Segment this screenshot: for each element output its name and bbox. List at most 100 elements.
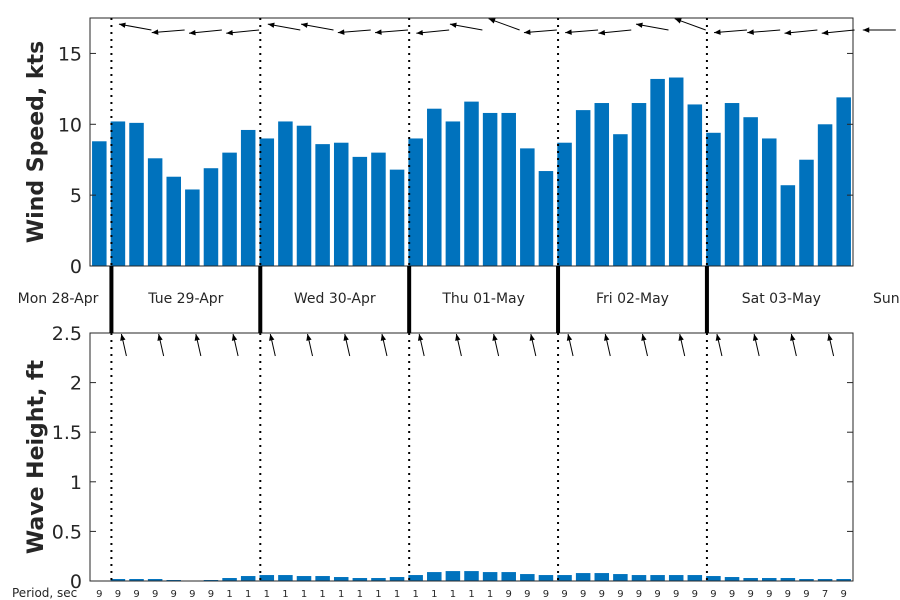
wave-bar xyxy=(501,572,516,581)
wave-ytick-label: 0.5 xyxy=(52,521,82,543)
wind-direction-arrow xyxy=(188,29,222,36)
arrow-head xyxy=(269,334,275,341)
wind-direction-arrow xyxy=(118,22,152,31)
wind-direction-arrow xyxy=(449,22,483,31)
wind-direction-arrow xyxy=(300,22,334,31)
wave-ytick-label: 0 xyxy=(70,571,82,593)
wave-bar xyxy=(687,575,703,581)
wave-bar xyxy=(482,572,498,581)
period-value: 1 xyxy=(319,589,325,600)
wave-bar xyxy=(110,579,126,581)
wave-bar xyxy=(538,575,554,581)
wind-bar xyxy=(613,134,628,266)
wave-bar xyxy=(278,575,293,581)
day-label: Mon 28-Apr xyxy=(18,291,99,307)
arrow-head xyxy=(604,334,610,341)
period-value: 1 xyxy=(375,589,381,600)
wave-direction-arrow xyxy=(641,333,648,357)
arrow-head xyxy=(641,334,647,341)
wind-bar xyxy=(538,171,554,266)
arrow-head xyxy=(821,29,829,36)
arrow-head xyxy=(417,334,424,341)
wave-bar xyxy=(296,576,312,581)
arrow-head xyxy=(455,334,461,341)
wave-ytick-label: 1 xyxy=(70,472,82,494)
wind-bar xyxy=(408,138,423,266)
period-value: 9 xyxy=(636,589,642,600)
wave-direction-arrow xyxy=(604,333,611,357)
wind-direction-arrow xyxy=(151,29,185,35)
wind-bar xyxy=(296,125,312,267)
wind-bar xyxy=(427,108,442,266)
day-label: Sun xyxy=(873,291,900,307)
wave-bar xyxy=(780,578,796,581)
period-value: 9 xyxy=(133,589,139,600)
period-value: 1 xyxy=(301,589,307,600)
period-value: 7 xyxy=(822,589,828,600)
arrow-head xyxy=(416,29,424,36)
wave-bar xyxy=(240,576,256,581)
wind-bar xyxy=(575,110,591,266)
period-value: 9 xyxy=(654,589,660,600)
period-value: 9 xyxy=(599,589,605,600)
period-value: 9 xyxy=(803,589,809,600)
arrow-head xyxy=(674,18,682,24)
wave-ylabel: Wave Height, ft xyxy=(24,359,49,554)
arrow-head xyxy=(337,29,345,35)
wave-direction-arrow xyxy=(417,333,425,357)
period-value: 9 xyxy=(506,589,512,600)
wave-bar xyxy=(445,571,461,581)
wind-ytick-label: 15 xyxy=(58,43,82,65)
period-value: 9 xyxy=(543,589,549,600)
wind-bar xyxy=(371,152,386,266)
wind-direction-arrow xyxy=(598,29,632,36)
arrow-head xyxy=(375,29,382,35)
arrow-head xyxy=(523,29,531,35)
wave-direction-arrow xyxy=(529,333,537,357)
wave-bar xyxy=(464,571,479,581)
arrow-head xyxy=(566,334,573,341)
wave-direction-arrow xyxy=(678,333,686,357)
wave-direction-arrow xyxy=(194,333,202,357)
wave-direction-arrow xyxy=(566,333,574,357)
wind-bar xyxy=(203,168,219,266)
wind-bar xyxy=(110,121,126,266)
wind-direction-arrow xyxy=(635,22,669,31)
period-value: 9 xyxy=(710,589,716,600)
period-value: 9 xyxy=(96,589,102,600)
wind-bar xyxy=(594,103,610,267)
arrow-head xyxy=(678,334,684,341)
arrow-head xyxy=(715,334,722,341)
period-value: 9 xyxy=(171,589,177,600)
wind-ylabel: Wind Speed, kts xyxy=(24,41,49,243)
wind-bar xyxy=(724,103,740,267)
wave-direction-arrow xyxy=(380,333,388,357)
arrow-head xyxy=(862,27,870,33)
wind-direction-arrow xyxy=(747,29,781,35)
period-value: 1 xyxy=(431,589,437,600)
wind-bar xyxy=(185,189,200,266)
wave-direction-arrow xyxy=(455,333,462,357)
period-value: 9 xyxy=(189,589,195,600)
arrow-head xyxy=(267,22,275,28)
wind-bar xyxy=(817,124,833,267)
period-value: 1 xyxy=(412,589,418,600)
wave-bar xyxy=(557,575,572,581)
wave-bar xyxy=(631,575,647,581)
wind-direction-arrow xyxy=(821,29,855,36)
day-label: Fri 02-May xyxy=(596,291,669,307)
period-value: 9 xyxy=(841,589,847,600)
wind-bar xyxy=(278,121,293,266)
period-value: 9 xyxy=(692,589,698,600)
wind-bar xyxy=(92,141,107,266)
arrow-head xyxy=(380,334,387,341)
arrow-head xyxy=(194,334,200,341)
wave-bar xyxy=(724,577,740,581)
wave-direction-arrow xyxy=(306,333,313,357)
wind-bar xyxy=(166,176,182,266)
arrow-head xyxy=(492,334,498,341)
wind-bar xyxy=(687,104,703,267)
wind-direction-arrow xyxy=(416,29,450,36)
wave-bar xyxy=(836,579,851,581)
